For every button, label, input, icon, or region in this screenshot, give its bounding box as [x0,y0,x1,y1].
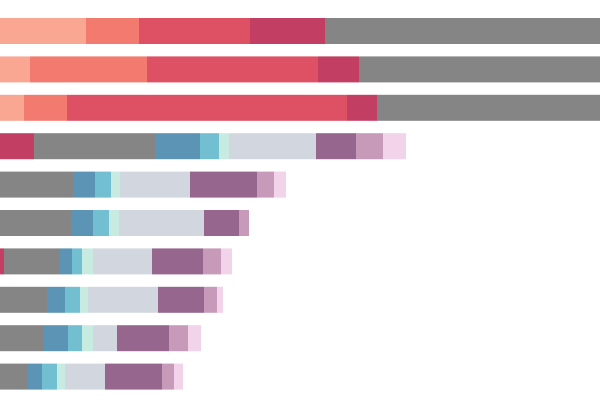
bar-segment-row7-s6 [60,248,72,275]
bar-row [0,94,600,121]
bar-row [0,363,183,390]
bar-segment-row5-s9 [120,171,190,198]
bar-segment-row7-s5 [4,248,60,275]
bar-segment-row6-s5 [0,210,71,236]
bar-segment-row8-s9 [88,286,158,313]
bar-segment-row9-s6 [44,325,68,352]
bar-segment-row9-s11 [169,325,188,352]
bar-segment-row8-s5 [0,286,47,313]
bar-segment-row5-s8 [111,171,120,198]
bar-segment-row10-s10 [105,363,162,390]
bar-segment-row9-s10 [117,325,169,352]
bar-segment-row8-s7 [65,286,80,313]
bar-segment-row9-s9 [93,325,117,352]
bar-segment-row4-s8 [219,133,229,160]
bar-segment-row8-s12 [217,286,223,313]
bar-segment-row10-s12 [174,363,183,390]
bar-row [0,56,600,83]
bar-segment-row4-s10 [316,133,356,160]
bar-segment-row2-s4 [318,56,359,83]
bar-segment-row3-s2 [24,94,67,121]
bar-segment-row1-s5 [325,18,600,44]
bar-segment-row5-s7 [95,171,111,198]
bar-segment-row6-s7 [93,210,109,236]
bar-segment-row9-s12 [188,325,201,352]
bar-segment-row2-s3 [147,56,318,83]
bar-segment-row6-s10 [204,210,239,236]
bar-segment-row7-s7 [72,248,82,275]
bar-segment-row4-s12 [383,133,406,160]
bar-segment-row5-s11 [257,171,274,198]
bar-segment-row10-s9 [65,363,105,390]
bar-segment-row1-s3 [139,18,250,44]
bar-row [0,210,249,236]
bar-segment-row2-s1 [0,56,30,83]
bar-row [0,248,232,275]
bar-segment-row4-s5 [34,133,155,160]
bar-segment-row8-s8 [80,286,88,313]
bar-segment-row9-s8 [82,325,93,352]
bar-segment-row4-s6 [155,133,200,160]
bar-segment-row4-s7 [200,133,219,160]
bar-segment-row7-s4 [0,248,4,275]
bar-segment-row3-s3 [67,94,347,121]
bar-segment-row10-s7 [42,363,57,390]
bar-row [0,325,201,352]
bar-rows [0,18,600,390]
bar-segment-row10-s11 [162,363,174,390]
bar-segment-row5-s6 [73,171,95,198]
bar-segment-row3-s5 [377,94,600,121]
bar-segment-row5-s10 [190,171,257,198]
bar-segment-row8-s11 [204,286,217,313]
bar-segment-row8-s6 [47,286,65,313]
bar-segment-row9-s7 [68,325,82,352]
bar-segment-row8-s10 [158,286,204,313]
bar-segment-row6-s11 [239,210,249,236]
bar-segment-row6-s6 [71,210,93,236]
bar-segment-row10-s8 [57,363,65,390]
bar-segment-row7-s11 [203,248,221,275]
bar-segment-row5-s5 [0,171,73,198]
bar-segment-row7-s9 [93,248,152,275]
bar-segment-row9-s5 [0,325,44,352]
bar-segment-row4-s11 [356,133,383,160]
bar-segment-row3-s1 [0,94,24,121]
bar-row [0,171,286,198]
bar-segment-row4-s4 [0,133,34,160]
bar-segment-row10-s5 [0,363,28,390]
bar-segment-row10-s6 [28,363,42,390]
bar-segment-row7-s8 [82,248,93,275]
bar-segment-row6-s8 [109,210,119,236]
bar-row [0,133,406,160]
bar-segment-row7-s12 [221,248,232,275]
bar-row [0,286,223,313]
bar-segment-row7-s10 [152,248,203,275]
bar-segment-row1-s1 [0,18,86,44]
bar-segment-row5-s12 [274,171,286,198]
bar-segment-row1-s4 [250,18,325,44]
bar-segment-row3-s4 [347,94,377,121]
bar-segment-row4-s9 [229,133,316,160]
bar-segment-row2-s2 [30,56,147,83]
bar-segment-row6-s9 [119,210,204,236]
bar-segment-row2-s5 [359,56,600,83]
bar-row [0,18,600,44]
bar-segment-row1-s2 [86,18,139,44]
